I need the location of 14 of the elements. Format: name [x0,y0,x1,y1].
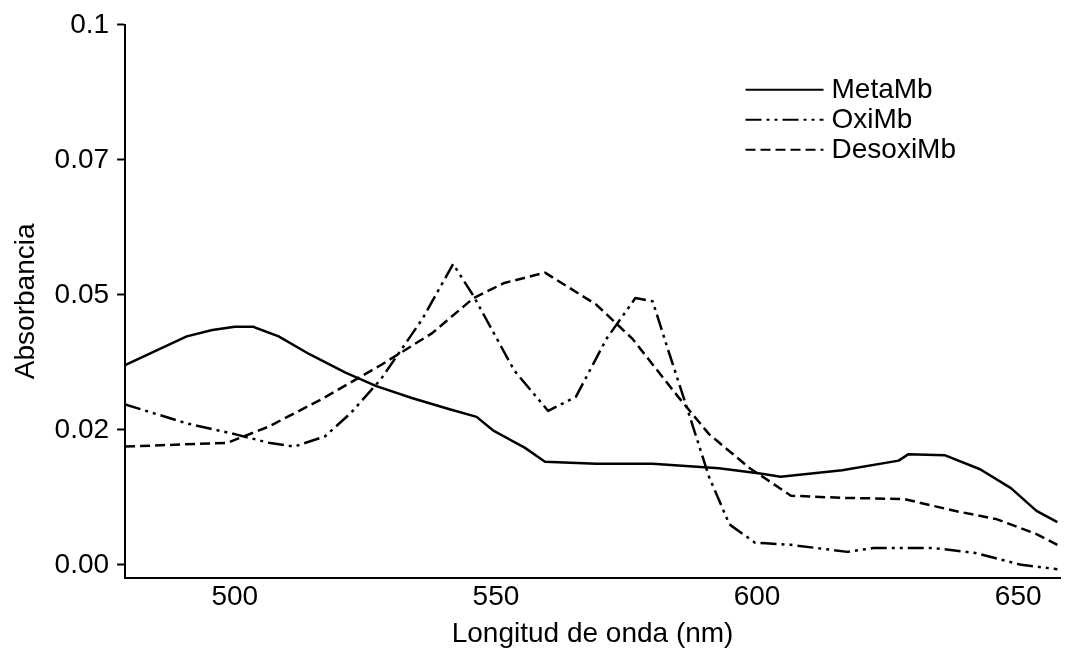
x-tick-label: 600 [733,580,781,612]
x-tick-label: 550 [472,580,520,612]
legend-label: DesoxiMb [831,132,956,164]
y-tick-label: 0.02 [54,412,110,444]
x-tick-label: 500 [211,580,259,612]
legend-label: MetaMb [831,72,933,104]
x-tick-label: 650 [994,580,1042,612]
y-tick-label: 0.05 [54,277,110,309]
x-axis-title: Longitud de onda (nm) [451,616,734,648]
y-tick-label: 0.00 [54,547,110,579]
y-tick-label: 0.1 [70,7,110,39]
legend-label: OxiMb [831,102,913,134]
y-axis-title: Absorbancia [8,223,40,380]
y-tick-label: 0.07 [54,142,110,174]
